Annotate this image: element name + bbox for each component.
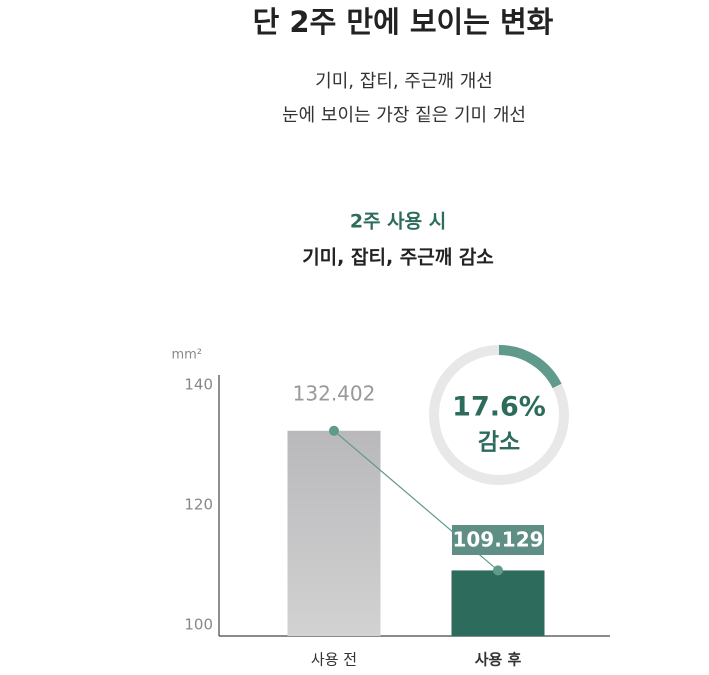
y-tick-label: 100	[184, 616, 213, 634]
bar	[451, 570, 545, 636]
value-label: 132.402	[293, 382, 376, 406]
x-tick-label: 사용 후	[475, 651, 522, 669]
reduction-value: 17.6%	[452, 392, 546, 423]
chart-title: 기미, 잡티, 주근깨 감소	[302, 247, 494, 269]
y-tick-label: 120	[184, 496, 213, 514]
ring-arc	[498, 345, 562, 389]
page-title: 단 2주 만에 보이는 변화	[253, 5, 554, 39]
point	[493, 565, 503, 576]
value-label-box	[452, 525, 544, 555]
y-tick-label: 140	[184, 376, 213, 394]
subtitle: 기미, 잡티, 주근깨 개선	[315, 71, 493, 92]
y-unit: mm²	[171, 348, 202, 363]
eyebrow: 2주 사용 시	[350, 211, 446, 233]
x-tick-label: 사용 전	[311, 651, 357, 669]
subtitle: 눈에 보이는 가장 짙은 기미 개선	[282, 105, 526, 126]
bar	[287, 430, 381, 636]
value-label: 109.129	[452, 528, 543, 552]
point	[329, 425, 339, 436]
reduction-caption: 감소	[478, 430, 520, 456]
